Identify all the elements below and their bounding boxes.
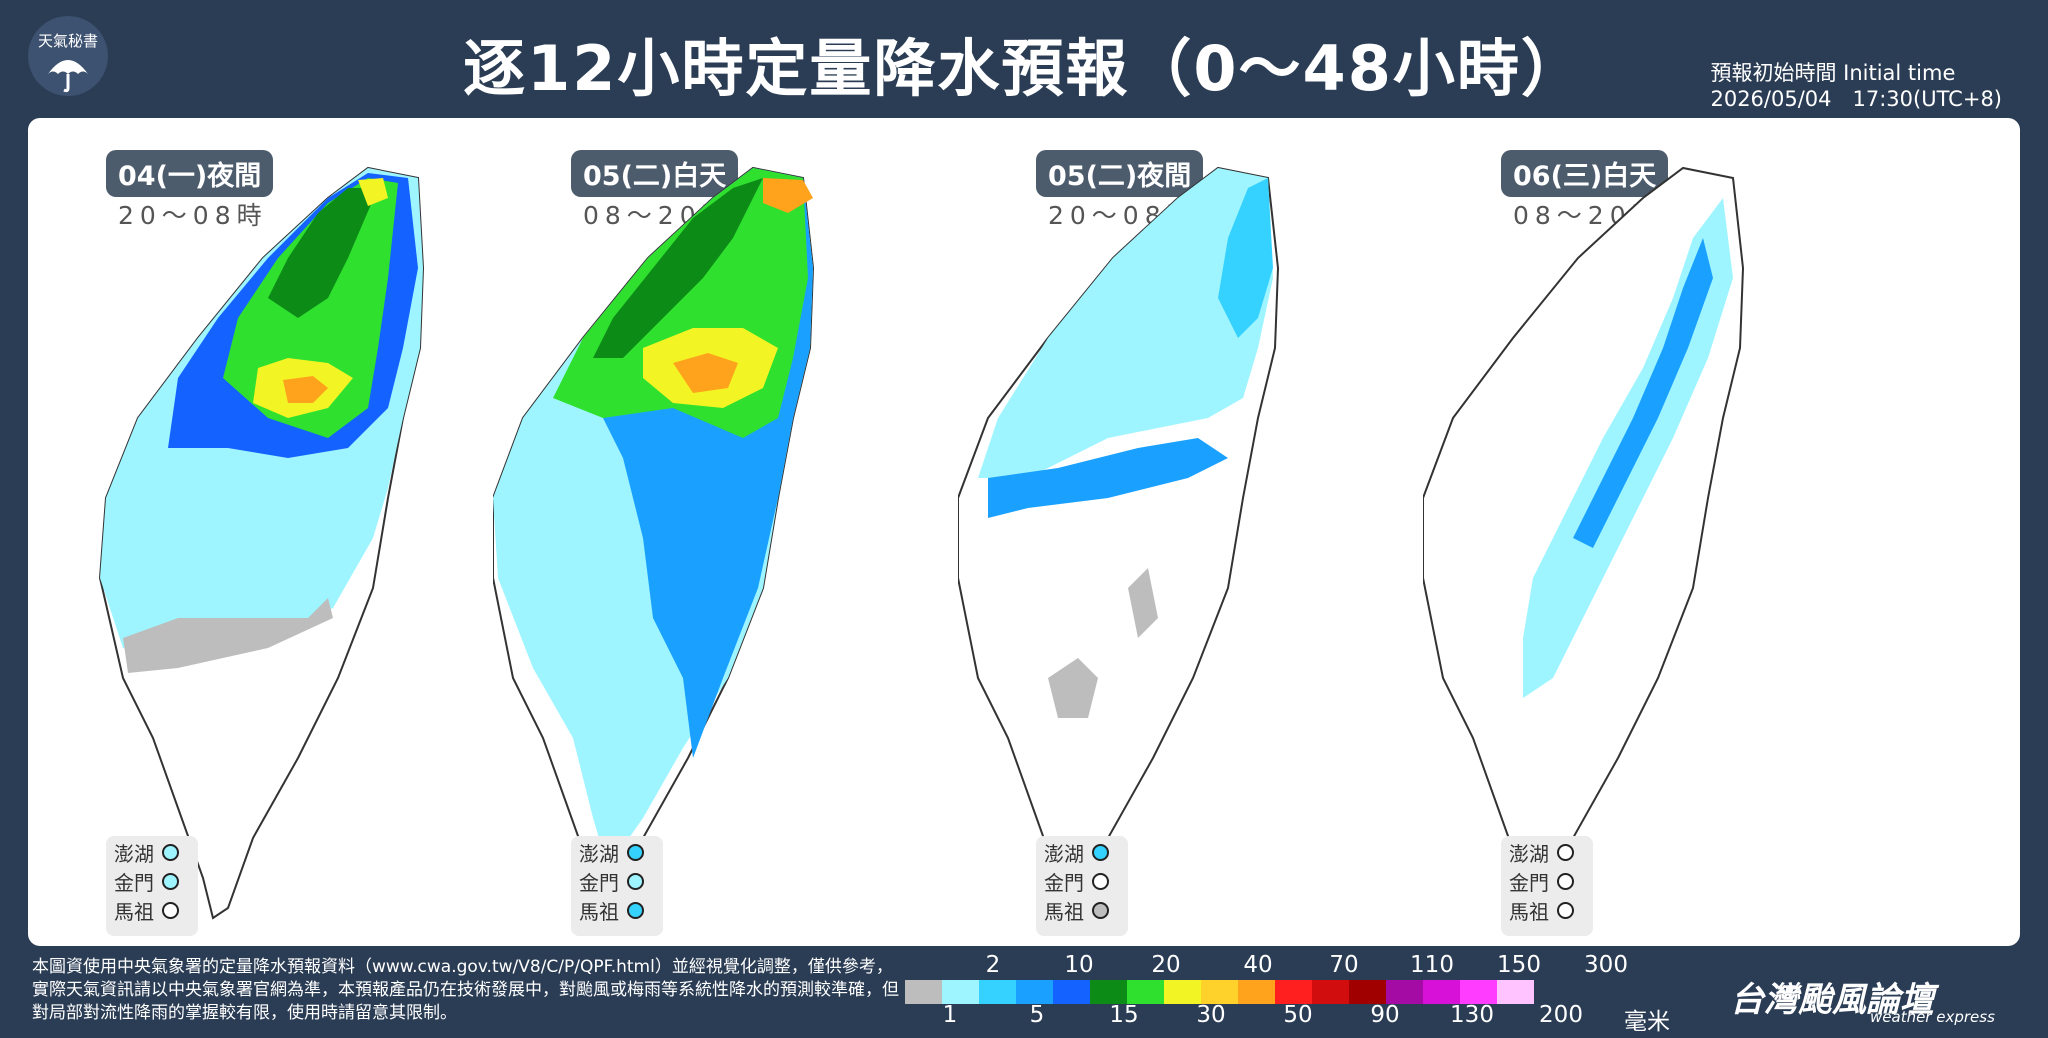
island-label: 金門 [114, 871, 154, 895]
island-matsu: 馬祖 [106, 898, 198, 924]
colorbar-cell [1053, 980, 1090, 1004]
island-penghu: 澎湖 [1501, 840, 1593, 866]
colorbar-cell [979, 980, 1016, 1004]
colorbar-cell [1090, 980, 1127, 1004]
island-penghu: 澎湖 [106, 840, 198, 866]
colorbar-cell [905, 980, 942, 1004]
colorbar-cell [1460, 980, 1497, 1004]
island-matsu: 馬祖 [1036, 898, 1128, 924]
island-label: 馬祖 [114, 900, 154, 924]
colorbar-unit: 毫米 [1624, 1009, 1670, 1035]
colorbar-top-label: 40 [1243, 952, 1273, 978]
colorbar-cell [1423, 980, 1460, 1004]
rain-indicator-dot [1557, 873, 1574, 890]
colorbar-cell [1386, 980, 1423, 1004]
colorbar-cell [1497, 980, 1534, 1004]
colorbar-top-label: 150 [1497, 952, 1541, 978]
outlying-islands-legend: 澎湖 金門 馬祖 [571, 836, 663, 936]
rain-indicator-dot [162, 902, 179, 919]
taiwan-rainfall-map [493, 166, 815, 920]
colorbar-top-label: 20 [1151, 952, 1181, 978]
rain-indicator-dot [1092, 844, 1109, 861]
brand-subtitle: weather express [1870, 1008, 1995, 1026]
colorbar-cell [1275, 980, 1312, 1004]
colorbar-cell [1164, 980, 1201, 1004]
island-label: 澎湖 [114, 842, 154, 866]
island-label: 馬祖 [1044, 900, 1084, 924]
colorbar-cell [1016, 980, 1053, 1004]
island-label: 澎湖 [579, 842, 619, 866]
colorbar-top-label: 70 [1329, 952, 1359, 978]
island-label: 馬祖 [579, 900, 619, 924]
island-kinmen: 金門 [1501, 869, 1593, 895]
colorbar-cell [1349, 980, 1386, 1004]
rain-indicator-dot [627, 844, 644, 861]
colorbar-top-label: 2 [985, 952, 1001, 978]
outlying-islands-legend: 澎湖 金門 馬祖 [1036, 836, 1128, 936]
umbrella-icon [48, 60, 88, 93]
colorbar-bottom-label: 15 [1109, 1002, 1139, 1028]
taiwan-rainfall-map [98, 166, 425, 920]
rain-indicator-dot [1557, 902, 1574, 919]
rain-indicator-dot [162, 844, 179, 861]
logo-text: 天氣秘書 [37, 32, 98, 50]
colorbar-top-label: 10 [1064, 952, 1094, 978]
rain-indicator-dot [627, 902, 644, 919]
logo: 天氣秘書 [28, 16, 108, 96]
map-period-1: 04(一)夜間 20～08時 澎湖 金門 馬祖 [28, 118, 498, 946]
disclaimer-note: 本圖資使用中央氣象署的定量降水預報資料（www.cwa.gov.tw/V8/C/… [32, 957, 899, 1023]
map-period-3: 05(二)夜間 20～08時 澎湖 金門 馬祖 [958, 118, 1428, 946]
rain-indicator-dot [1092, 873, 1109, 890]
map-panel: 04(一)夜間 20～08時 澎湖 金門 馬祖 05(二)白天 08～20時 [28, 118, 2020, 946]
island-matsu: 馬祖 [1501, 898, 1593, 924]
island-penghu: 澎湖 [1036, 840, 1128, 866]
colorbar-bottom-label: 5 [1029, 1002, 1045, 1028]
colorbar-bottom-label: 1 [942, 1002, 958, 1028]
colorbar-cell [1312, 980, 1349, 1004]
taiwan-rainfall-map [1423, 166, 1745, 920]
colorbar-bottom-label: 200 [1539, 1002, 1583, 1028]
colorbar-top-label: 110 [1410, 952, 1454, 978]
period-hours: 20～08時 [118, 201, 268, 230]
rain-indicator-dot [162, 873, 179, 890]
island-label: 澎湖 [1509, 842, 1549, 866]
initial-time: 預報初始時間 Initial time 2026/05/04 17:30(UTC… [1710, 60, 2002, 112]
colorbar-bottom-label: 30 [1196, 1002, 1226, 1028]
island-label: 金門 [1044, 871, 1084, 895]
period-date-badge: 05(二)夜間 [1036, 150, 1204, 197]
initial-time-label: 預報初始時間 Initial time [1710, 61, 1956, 85]
colorbar-cell [1127, 980, 1164, 1004]
map-period-2: 05(二)白天 08～20時 澎湖 金門 馬祖 [493, 118, 963, 946]
period-date-badge: 06(三)白天 [1501, 150, 1669, 197]
colorbar-cell [1238, 980, 1275, 1004]
rain-indicator-dot [1557, 844, 1574, 861]
rain-indicator-dot [627, 873, 644, 890]
island-kinmen: 金門 [106, 869, 198, 895]
island-penghu: 澎湖 [571, 840, 663, 866]
brand-name: 台灣颱風論壇 [1730, 980, 1934, 1020]
taiwan-rainfall-map [958, 166, 1280, 920]
colorbar-bottom-label: 90 [1370, 1002, 1400, 1028]
island-label: 金門 [1509, 871, 1549, 895]
colorbar-bottom-label: 50 [1283, 1002, 1313, 1028]
colorbar-top-label: 300 [1584, 952, 1628, 978]
island-label: 澎湖 [1044, 842, 1084, 866]
island-label: 馬祖 [1509, 900, 1549, 924]
map-period-4: 06(三)白天 08～20時 澎湖 金門 馬祖 [1423, 118, 1893, 946]
island-kinmen: 金門 [1036, 869, 1128, 895]
period-date-badge: 05(二)白天 [571, 150, 739, 197]
island-label: 金門 [579, 871, 619, 895]
page-title: 逐12小時定量降水預報（0～48小時） [463, 32, 1585, 105]
rain-indicator-dot [1092, 902, 1109, 919]
island-matsu: 馬祖 [571, 898, 663, 924]
colorbar-bottom-label: 130 [1450, 1002, 1494, 1028]
period-date-badge: 04(一)夜間 [106, 150, 274, 197]
colorbar-cell [942, 980, 979, 1004]
colorbar-cell [1201, 980, 1238, 1004]
outlying-islands-legend: 澎湖 金門 馬祖 [106, 836, 198, 936]
island-kinmen: 金門 [571, 869, 663, 895]
initial-time-value: 2026/05/04 17:30(UTC+8) [1710, 87, 2002, 111]
outlying-islands-legend: 澎湖 金門 馬祖 [1501, 836, 1593, 936]
